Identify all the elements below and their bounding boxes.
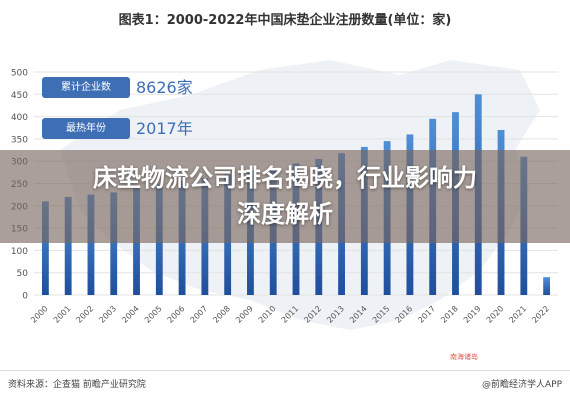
- x-tick-label: 2000: [29, 304, 50, 325]
- headline-line-1: 床垫物流公司排名揭晓，行业影响力: [93, 164, 477, 192]
- chart-title: 图表1：2000-2022年中国床垫企业注册数量(单位：家): [118, 13, 452, 28]
- bar-2000: [41, 201, 49, 295]
- headline-line-2: 深度解析: [237, 200, 333, 228]
- y-tick-label: 500: [11, 69, 28, 79]
- headline-text: 床垫物流公司排名揭晓，行业影响力 深度解析: [0, 160, 570, 232]
- x-tick-label: 2003: [97, 304, 118, 325]
- bar-2001: [64, 196, 72, 295]
- y-tick-label: 350: [11, 135, 28, 145]
- x-tick-label: 2009: [234, 304, 255, 325]
- x-tick-label: 2020: [485, 304, 506, 325]
- total-companies-label: 累计企业数: [42, 77, 130, 98]
- map-inset-label: 南海诸岛: [450, 353, 478, 361]
- x-tick-label: 2005: [143, 304, 164, 325]
- y-tick-label: 400: [11, 113, 28, 123]
- bar-2022: [543, 277, 551, 295]
- y-tick-label: 50: [17, 269, 29, 279]
- x-tick-label: 2018: [439, 304, 460, 325]
- footer-divider: [0, 370, 570, 371]
- total-companies-value: 8626家: [136, 78, 193, 97]
- peak-year-label: 最热年份: [42, 118, 130, 139]
- y-tick-label: 450: [11, 91, 28, 101]
- x-tick-label: 2008: [211, 304, 232, 325]
- peak-year-value: 2017年: [136, 119, 193, 138]
- x-tick-label: 2006: [166, 304, 187, 325]
- x-tick-label: 2002: [75, 304, 96, 325]
- bar-2003: [110, 192, 118, 295]
- brand-text: @前瞻经济学人APP: [481, 380, 562, 390]
- headline-overlay: [0, 150, 570, 243]
- x-tick-label: 2019: [462, 304, 483, 325]
- x-tick-label: 2004: [120, 304, 141, 325]
- y-tick-label: 0: [22, 292, 28, 302]
- x-tick-label: 2001: [52, 304, 73, 325]
- x-tick-label: 2007: [189, 304, 210, 325]
- source-text: 资料来源：企查猫 前瞻产业研究院: [8, 380, 146, 390]
- x-tick-label: 2022: [530, 304, 551, 325]
- x-tick-label: 2021: [507, 304, 528, 325]
- y-tick-label: 100: [11, 247, 28, 257]
- bar-2002: [87, 194, 95, 295]
